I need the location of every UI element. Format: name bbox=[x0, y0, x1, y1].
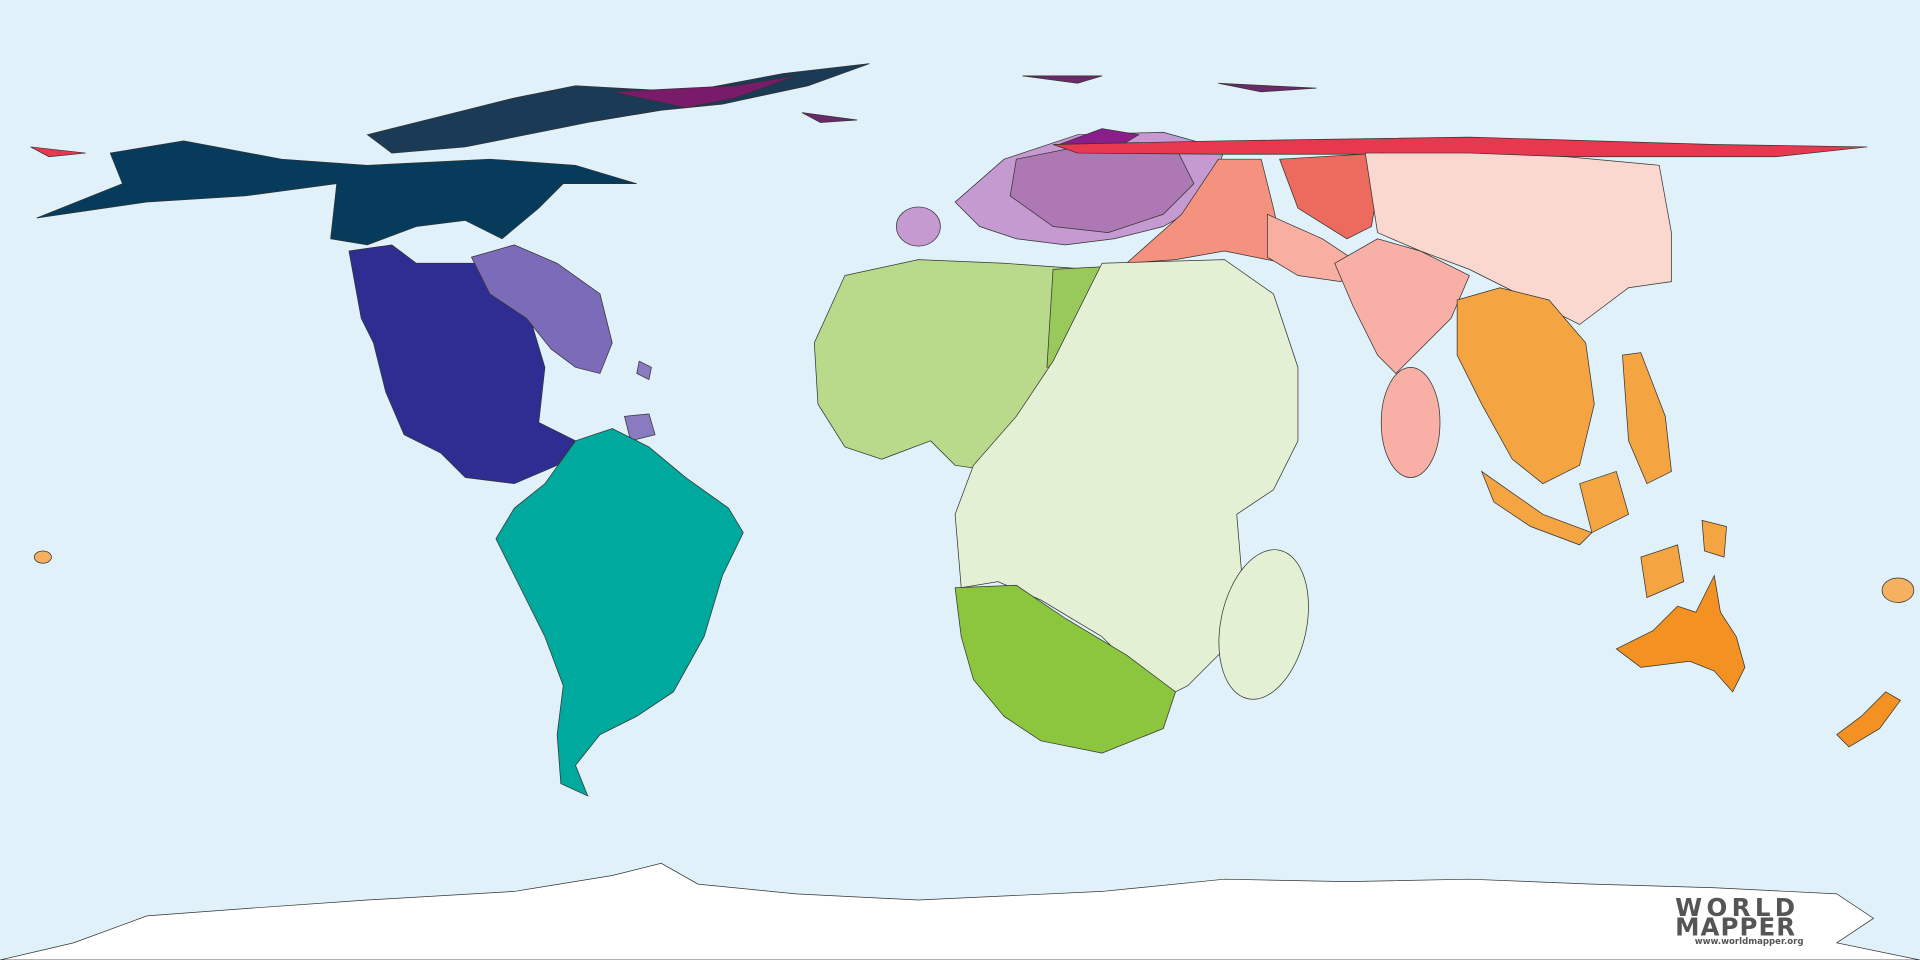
india bbox=[1334, 238, 1470, 374]
logo: WORLD MAPPER www.worldmapper.org bbox=[1675, 893, 1803, 947]
caribbean-islands bbox=[624, 360, 656, 442]
middle-east bbox=[1125, 158, 1287, 264]
antarctica bbox=[0, 862, 1920, 960]
north-america bbox=[36, 140, 637, 246]
logo-line2: MAPPER bbox=[1675, 913, 1795, 942]
logo-url: www.worldmapper.org bbox=[1695, 937, 1804, 947]
australia bbox=[1615, 574, 1746, 693]
sri-lanka bbox=[1380, 366, 1441, 478]
russia bbox=[1052, 136, 1868, 158]
caribbean bbox=[470, 244, 613, 374]
arctic-fragments bbox=[801, 75, 1317, 123]
pacific-island bbox=[1881, 577, 1915, 603]
new-zealand bbox=[1836, 691, 1901, 748]
philippines bbox=[1622, 352, 1672, 485]
indonesia bbox=[1480, 470, 1727, 599]
uk bbox=[895, 206, 941, 247]
alaska-tip bbox=[30, 146, 86, 158]
logo-line1: WORLD bbox=[1675, 893, 1795, 922]
southeast-asia bbox=[1456, 287, 1595, 485]
hawaii bbox=[33, 550, 52, 564]
south-america bbox=[495, 428, 744, 797]
southern-africa bbox=[954, 584, 1176, 754]
madagascar bbox=[1218, 549, 1309, 700]
greenland bbox=[612, 75, 797, 109]
